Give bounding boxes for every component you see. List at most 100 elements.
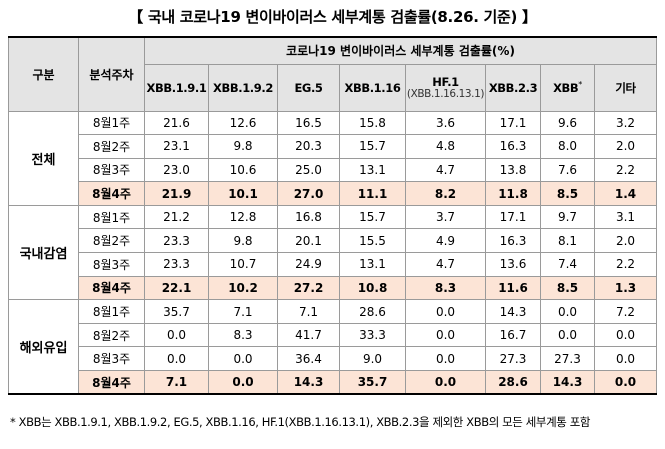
value-cell: 13.6 <box>485 252 541 277</box>
value-cell: 3.1 <box>594 204 657 230</box>
value-cell: 4.7 <box>405 157 486 183</box>
value-cell: 12.8 <box>208 204 278 230</box>
value-cell: 8.3 <box>208 322 278 348</box>
value-cell: 35.7 <box>339 370 406 395</box>
week-cell: 8월1주 <box>78 204 145 230</box>
value-cell: 7.1 <box>208 299 278 324</box>
variant-header-note: (XBB.1.16.13.1) <box>406 87 485 100</box>
table-row: 8월2주 0.0 8.3 41.7 33.3 0.0 16.7 0.0 0.0 <box>9 322 657 348</box>
value-cell: 14.3 <box>277 370 340 395</box>
value-cell: 2.0 <box>594 134 657 159</box>
value-cell: 0.0 <box>405 299 486 324</box>
value-cell: 7.4 <box>540 252 595 277</box>
value-cell: 9.6 <box>540 110 595 136</box>
value-cell: 4.7 <box>405 252 486 277</box>
value-cell: 3.7 <box>405 204 486 230</box>
table-row: 해외유입 8월1주 35.7 7.1 7.1 28.6 0.0 14.3 0.0 7.2 <box>8 299 657 395</box>
value-cell: 2.0 <box>594 228 657 254</box>
week-cell: 8월3주 <box>78 346 145 372</box>
week-cell: 8월4주 <box>78 181 145 206</box>
value-cell: 7.1 <box>277 299 340 324</box>
value-cell: 16.8 <box>277 204 340 230</box>
week-column-header: 분석주차 <box>78 36 145 112</box>
value-cell: 0.0 <box>405 322 486 348</box>
value-cell: 4.8 <box>405 134 486 159</box>
value-cell: 10.7 <box>208 252 278 277</box>
footnote: * XBB는 XBB.1.9.1, XBB.1.9.2, EG.5, XBB.1… <box>10 415 591 429</box>
table-row: 8월2주 23.1 9.8 20.3 15.7 4.8 16.3 8.0 2.0 <box>9 134 657 159</box>
value-cell: 11.8 <box>485 181 541 206</box>
value-cell: 11.1 <box>339 181 406 206</box>
footnote-marker: * <box>578 80 582 90</box>
value-cell: 23.1 <box>144 134 209 159</box>
week-cell: 8월2주 <box>78 134 145 159</box>
value-cell: 2.2 <box>594 157 657 183</box>
value-cell: 21.9 <box>144 181 209 206</box>
variant-header: 기타 <box>594 63 657 112</box>
value-cell: 8.3 <box>405 275 486 301</box>
value-cell: 17.1 <box>485 204 541 230</box>
value-cell: 24.9 <box>277 252 340 277</box>
value-cell: 20.1 <box>277 228 340 254</box>
variants-span-header: 코로나19 변이바이러스 세부계통 검출률(%) <box>144 36 657 65</box>
value-cell: 0.0 <box>540 299 595 324</box>
value-cell: 1.4 <box>594 181 657 206</box>
value-cell: 9.8 <box>208 228 278 254</box>
value-cell: 11.6 <box>485 275 541 301</box>
value-cell: 0.0 <box>144 322 209 348</box>
variant-header-label: HF.1 <box>432 74 459 89</box>
value-cell: 23.3 <box>144 228 209 254</box>
value-cell: 21.6 <box>144 110 209 136</box>
value-cell: 13.1 <box>339 157 406 183</box>
value-cell: 9.8 <box>208 134 278 159</box>
table-row: 8월2주 23.3 9.8 20.1 15.5 4.9 16.3 8.1 2.0 <box>9 228 657 254</box>
value-cell: 16.3 <box>485 228 541 254</box>
value-cell: 23.3 <box>144 252 209 277</box>
variant-header: XBB.1.9.2 <box>208 63 278 112</box>
value-cell: 25.0 <box>277 157 340 183</box>
value-cell: 0.0 <box>594 370 657 395</box>
value-cell: 10.6 <box>208 157 278 183</box>
table-body: 전체 8월1주 21.6 12.6 16.5 15.8 3.6 17.1 9.6 3.2 8월2주 2… <box>8 110 657 395</box>
value-cell: 15.7 <box>339 134 406 159</box>
value-cell: 14.3 <box>540 370 595 395</box>
week-cell: 8월3주 <box>78 157 145 183</box>
value-cell: 9.7 <box>540 204 595 230</box>
variant-header-hf: HF.1 (XBB.1.16.13.1) <box>405 63 486 112</box>
value-cell: 14.3 <box>485 299 541 324</box>
value-cell: 8.0 <box>540 134 595 159</box>
value-cell: 28.6 <box>339 299 406 324</box>
value-cell: 0.0 <box>540 322 595 348</box>
week-cell: 8월1주 <box>78 299 145 324</box>
week-cell: 8월4주 <box>78 370 145 395</box>
value-cell: 4.9 <box>405 228 486 254</box>
value-cell: 0.0 <box>405 346 486 372</box>
value-cell: 16.7 <box>485 322 541 348</box>
value-cell: 0.0 <box>405 370 486 395</box>
value-cell: 0.0 <box>208 346 278 372</box>
group-column-header: 구분 <box>8 36 79 112</box>
table-row: 8월4주 21.9 10.1 27.0 11.1 8.2 11.8 8.5 1.4 <box>9 181 657 206</box>
value-cell: 15.7 <box>339 204 406 230</box>
variant-header: EG.5 <box>277 63 340 112</box>
table-row: 8월3주 23.0 10.6 25.0 13.1 4.7 13.8 7.6 2.2 <box>9 157 657 183</box>
value-cell: 23.0 <box>144 157 209 183</box>
value-cell: 27.2 <box>277 275 340 301</box>
group-label: 전체 <box>8 110 79 206</box>
table-row: 8월3주 23.3 10.7 24.9 13.1 4.7 13.6 7.4 2.2 <box>9 252 657 277</box>
value-cell: 15.5 <box>339 228 406 254</box>
value-cell: 8.5 <box>540 181 595 206</box>
value-cell: 33.3 <box>339 322 406 348</box>
table-row: 국내감염 8월1주 21.2 12.8 16.8 15.7 3.7 17.1 9.7 3.1 <box>8 204 657 301</box>
value-cell: 0.0 <box>594 346 657 372</box>
value-cell: 10.2 <box>208 275 278 301</box>
value-cell: 8.5 <box>540 275 595 301</box>
variant-header: XBB.2.3 <box>485 63 541 112</box>
value-cell: 12.6 <box>208 110 278 136</box>
value-cell: 3.6 <box>405 110 486 136</box>
value-cell: 41.7 <box>277 322 340 348</box>
value-cell: 36.4 <box>277 346 340 372</box>
value-cell: 15.8 <box>339 110 406 136</box>
value-cell: 27.0 <box>277 181 340 206</box>
group-label: 해외유입 <box>8 299 79 395</box>
